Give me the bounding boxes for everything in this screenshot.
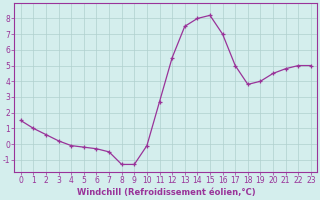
X-axis label: Windchill (Refroidissement éolien,°C): Windchill (Refroidissement éolien,°C) [76, 188, 255, 197]
